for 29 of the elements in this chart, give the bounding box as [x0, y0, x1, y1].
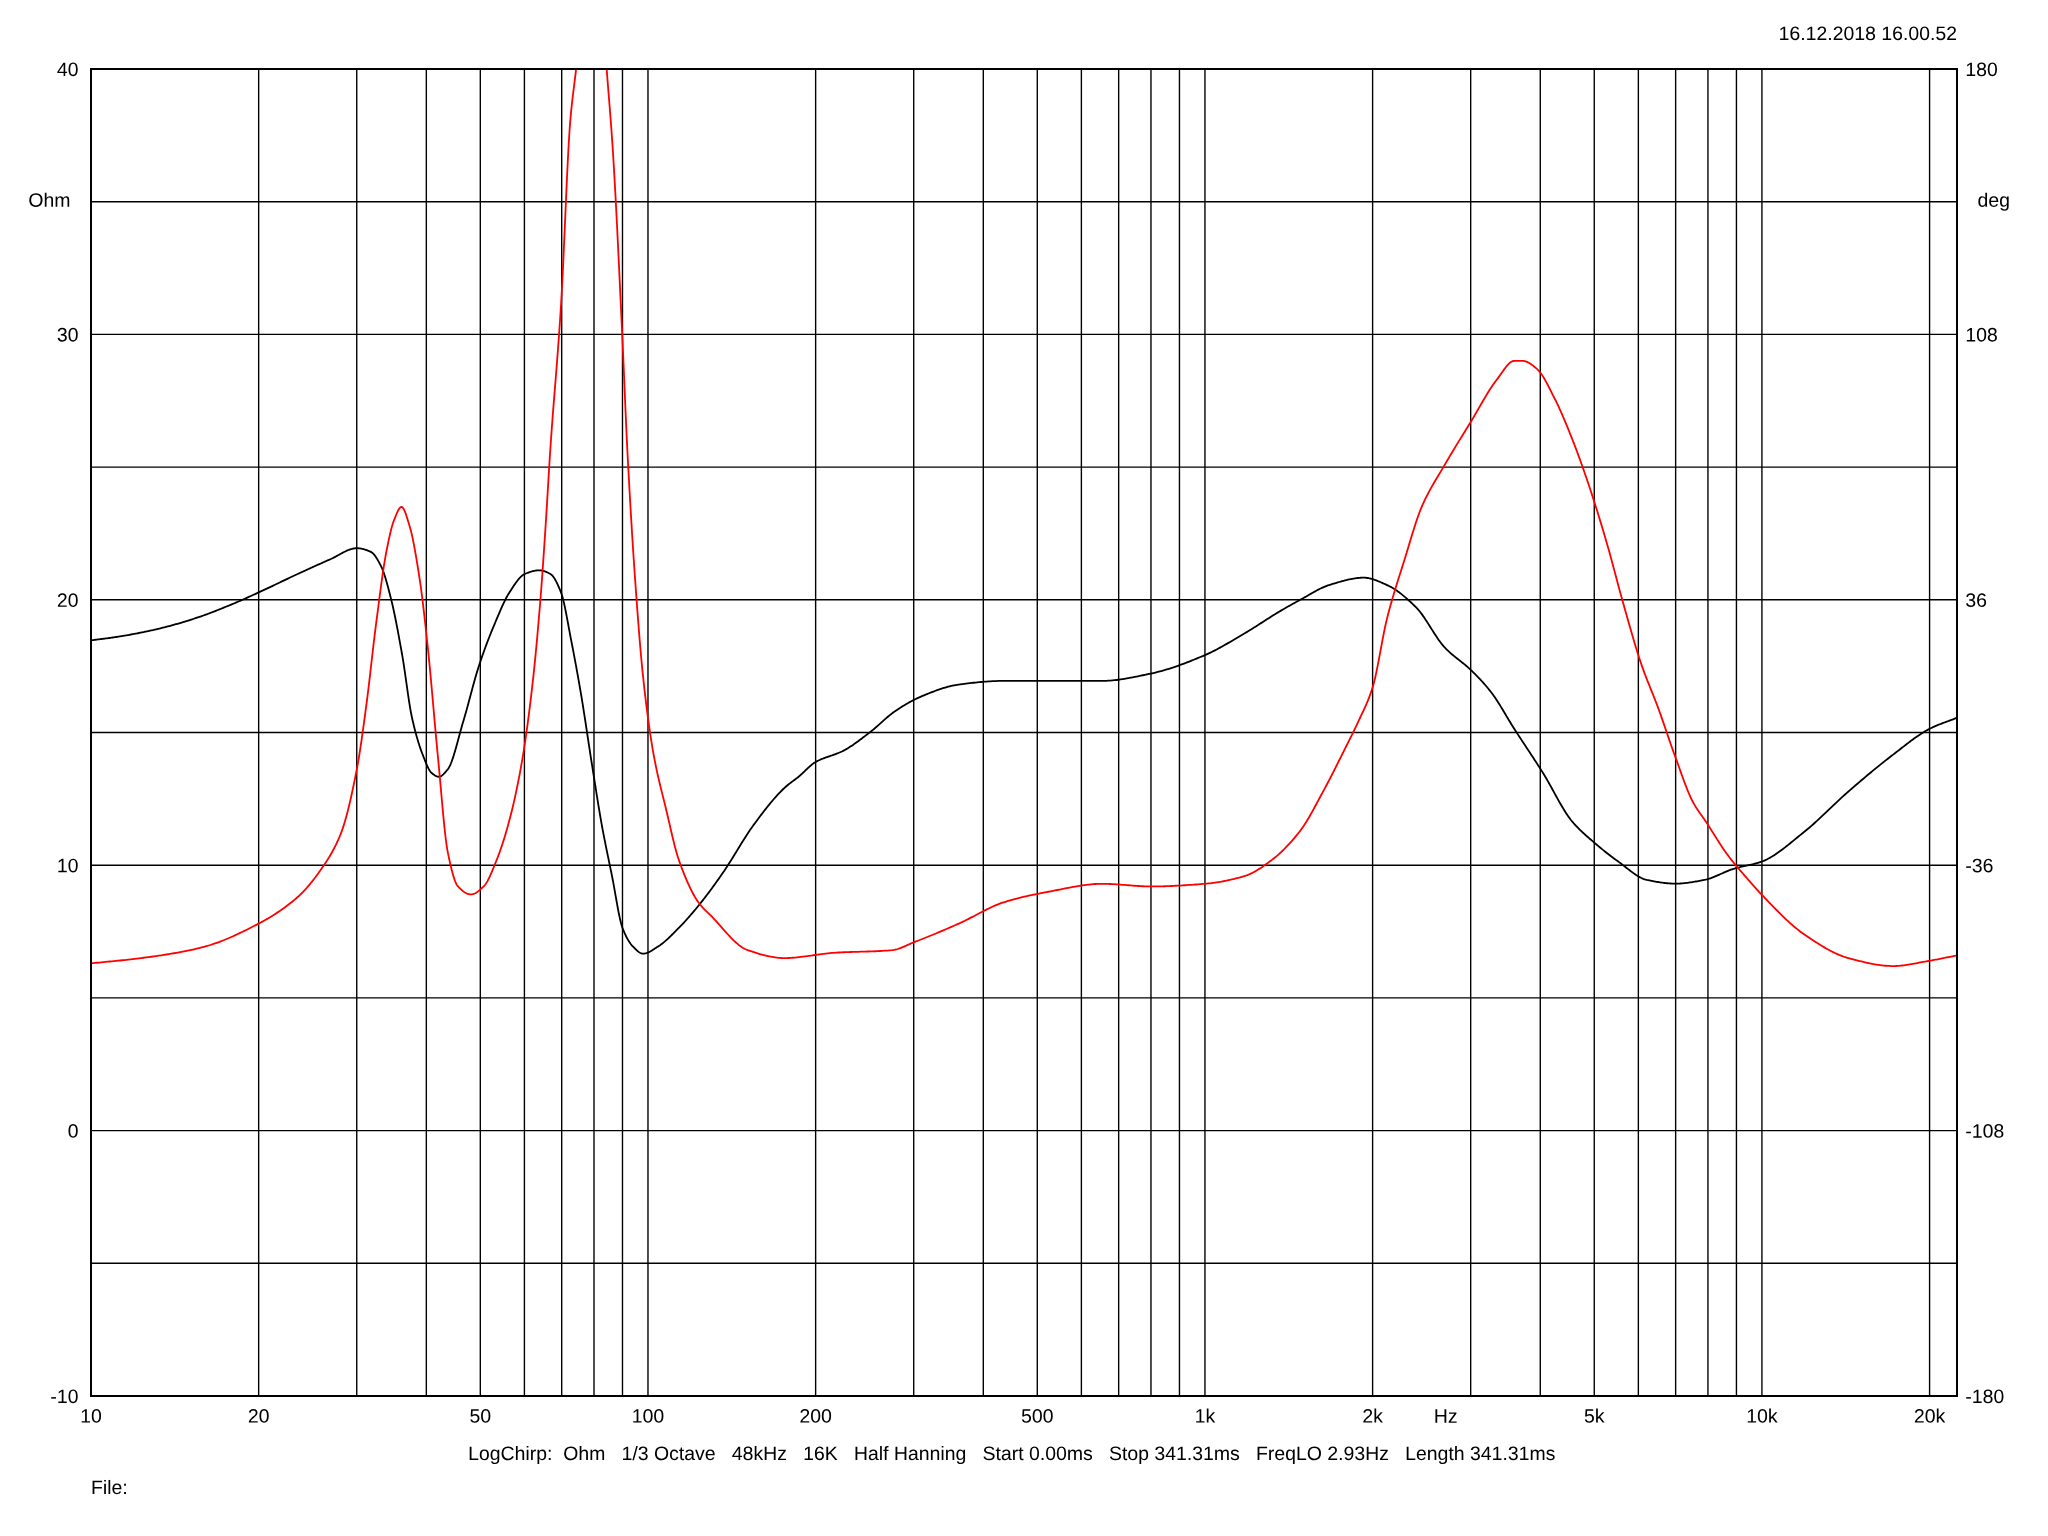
y2-tick-label: -36 — [1966, 858, 1993, 873]
x-tick-label: 200 — [800, 1409, 832, 1423]
y-axis-title: Ohm — [29, 192, 70, 207]
y2-tick-label: 180 — [1966, 62, 1998, 77]
text: 16.12.2018 16.00.52 — [1780, 26, 1957, 41]
text: LogChirp: Ohm 1/3 Octave 48kHz 16K Half Hanning Start 0.00ms Stop 341.31ms FreqLO 2.93Hz Length 341.31ms — [469, 1445, 1555, 1465]
x-tick-label: 10k — [1747, 1408, 1778, 1423]
y2-tick-label: 108 — [1966, 327, 1997, 342]
text: File: — [92, 1479, 126, 1495]
y-tick-label: 30 — [57, 327, 78, 342]
x-tick-label: 20k — [1914, 1408, 1946, 1423]
x-tick-label: 2k — [1363, 1408, 1383, 1423]
x-tick-label: 5k — [1584, 1408, 1605, 1423]
x-tick-label: 10 — [81, 1409, 102, 1423]
y-tick-label: 40 — [57, 62, 78, 77]
x-tick-label: 50 — [470, 1409, 491, 1423]
y2-tick-label: -180 — [1966, 1389, 2004, 1404]
y-tick-label: 0 — [68, 1124, 78, 1138]
y-tick-label: -10 — [51, 1389, 78, 1404]
x-tick-label: 20 — [248, 1409, 269, 1423]
y-tick-label: 10 — [58, 858, 78, 873]
x-tick-label: 1k — [1196, 1408, 1216, 1423]
y2-tick-label: 36 — [1966, 593, 1987, 608]
x-tick-label: 500 — [1021, 1409, 1053, 1423]
x-axis-title: Hz — [1435, 1409, 1457, 1423]
y2-axis-title: deg — [1978, 192, 2009, 211]
x-tick-label: 100 — [633, 1409, 664, 1423]
y2-tick-label: -108 — [1966, 1124, 2004, 1138]
y-tick-label: 20 — [57, 593, 78, 608]
